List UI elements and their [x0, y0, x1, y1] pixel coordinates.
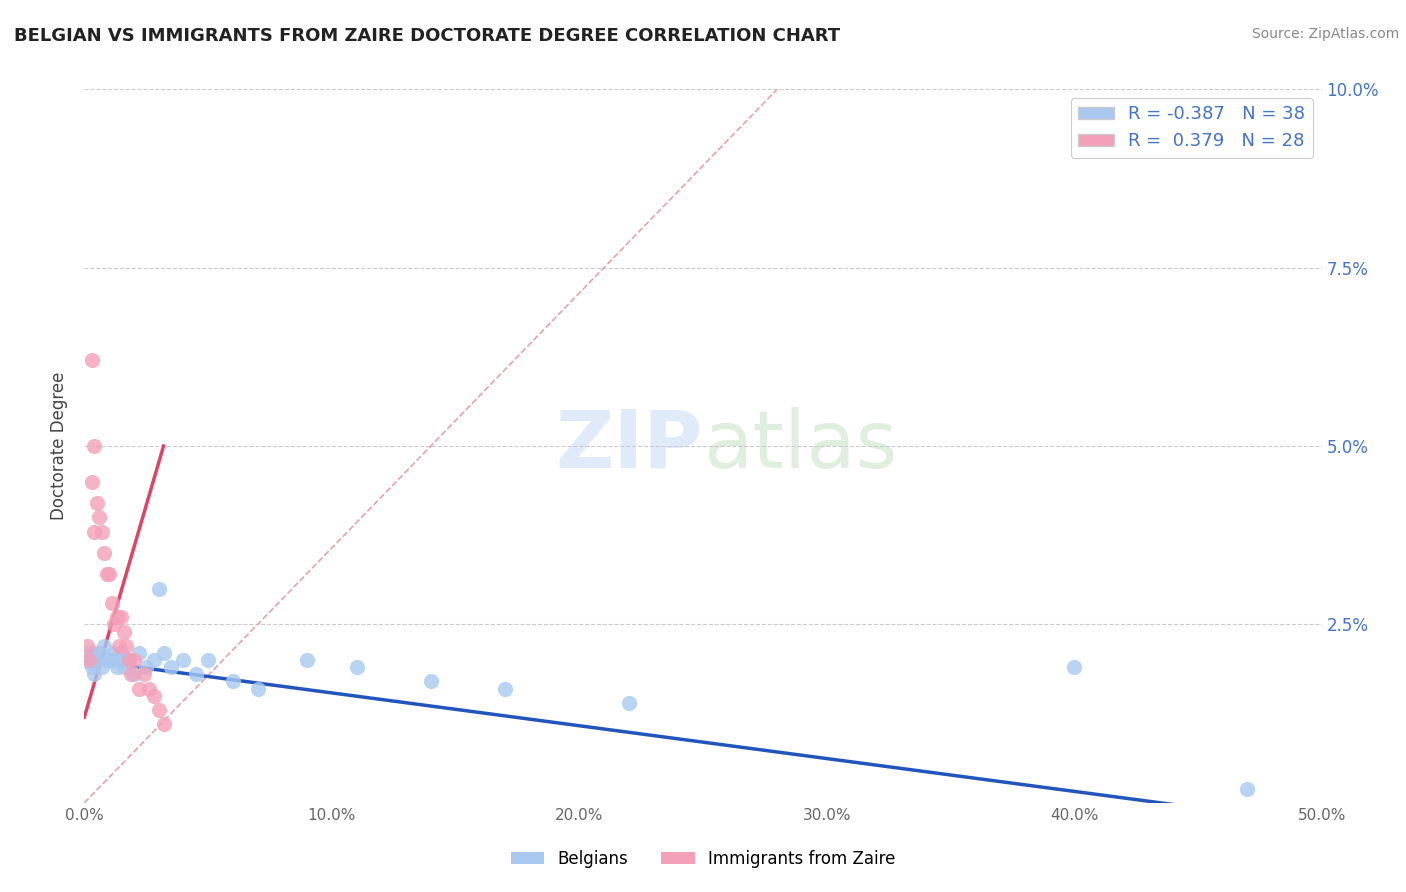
Point [419, 674, 441, 689]
Text: Source: ZipAtlas.com: Source: ZipAtlas.com [1251, 27, 1399, 41]
Point [494, 681, 516, 696]
Point [132, 667, 155, 681]
Point [148, 703, 170, 717]
Point [105, 610, 128, 624]
Point [246, 681, 269, 696]
Point [108, 639, 131, 653]
Point [135, 660, 157, 674]
Text: atlas: atlas [703, 407, 897, 485]
Point [96, 653, 118, 667]
Point [142, 653, 165, 667]
Y-axis label: Doctorate Degree: Doctorate Degree [51, 372, 69, 520]
Point [115, 639, 138, 653]
Point [152, 717, 174, 731]
Point [90, 524, 112, 539]
Point [93, 546, 115, 560]
Point [83, 439, 105, 453]
Point [184, 667, 207, 681]
Point [105, 660, 128, 674]
Point [93, 639, 115, 653]
Point [103, 646, 125, 660]
Point [138, 681, 160, 696]
Point [80, 353, 103, 368]
Point [222, 674, 245, 689]
Text: BELGIAN VS IMMIGRANTS FROM ZAIRE DOCTORATE DEGREE CORRELATION CHART: BELGIAN VS IMMIGRANTS FROM ZAIRE DOCTORA… [14, 27, 841, 45]
Point [98, 567, 121, 582]
Point [118, 653, 141, 667]
Point [120, 667, 142, 681]
Point [115, 653, 138, 667]
Point [1236, 781, 1258, 796]
Point [76, 653, 98, 667]
Point [346, 660, 368, 674]
Point [617, 696, 640, 710]
Point [122, 653, 145, 667]
Point [152, 646, 174, 660]
Point [83, 646, 105, 660]
Point [90, 660, 112, 674]
Point [128, 646, 150, 660]
Point [83, 667, 105, 681]
Point [1063, 660, 1085, 674]
Point [100, 653, 122, 667]
Point [108, 653, 131, 667]
Point [110, 646, 132, 660]
Point [89, 510, 111, 524]
Point [295, 653, 318, 667]
Point [148, 582, 170, 596]
Point [197, 653, 219, 667]
Point [79, 653, 101, 667]
Point [100, 596, 122, 610]
Point [80, 475, 103, 489]
Point [86, 496, 108, 510]
Point [80, 660, 103, 674]
Text: ZIP: ZIP [555, 407, 703, 485]
Point [86, 653, 108, 667]
Point [96, 567, 118, 582]
Point [83, 524, 105, 539]
Point [79, 646, 101, 660]
Point [118, 653, 141, 667]
Point [128, 681, 150, 696]
Point [112, 660, 135, 674]
Point [160, 660, 183, 674]
Point [98, 653, 121, 667]
Point [89, 646, 111, 660]
Point [172, 653, 194, 667]
Legend: Belgians, Immigrants from Zaire: Belgians, Immigrants from Zaire [503, 844, 903, 875]
Point [76, 639, 98, 653]
Point [122, 667, 145, 681]
Point [110, 610, 132, 624]
Point [112, 624, 135, 639]
Point [103, 617, 125, 632]
Point [142, 689, 165, 703]
Legend: R = -0.387   N = 38, R =  0.379   N = 28: R = -0.387 N = 38, R = 0.379 N = 28 [1070, 98, 1313, 158]
